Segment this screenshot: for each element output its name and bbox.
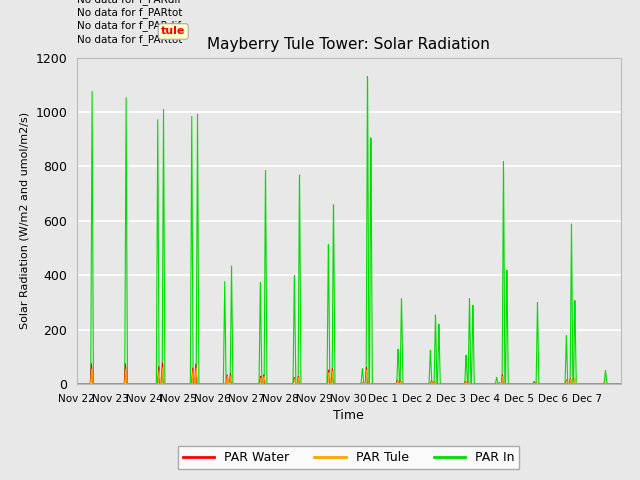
Text: No data for f_PARdif: No data for f_PARdif [77,0,181,5]
Text: No data for f_PARdif: No data for f_PARdif [77,21,181,32]
X-axis label: Time: Time [333,409,364,422]
Text: No data for f_PARtot: No data for f_PARtot [77,8,182,18]
Y-axis label: Solar Radiation (W/m2 and umol/m2/s): Solar Radiation (W/m2 and umol/m2/s) [20,112,29,329]
Text: No data for f_PARtot: No data for f_PARtot [77,34,182,45]
Text: tule: tule [161,26,186,36]
Legend: PAR Water, PAR Tule, PAR In: PAR Water, PAR Tule, PAR In [178,446,520,469]
Title: Mayberry Tule Tower: Solar Radiation: Mayberry Tule Tower: Solar Radiation [207,37,490,52]
